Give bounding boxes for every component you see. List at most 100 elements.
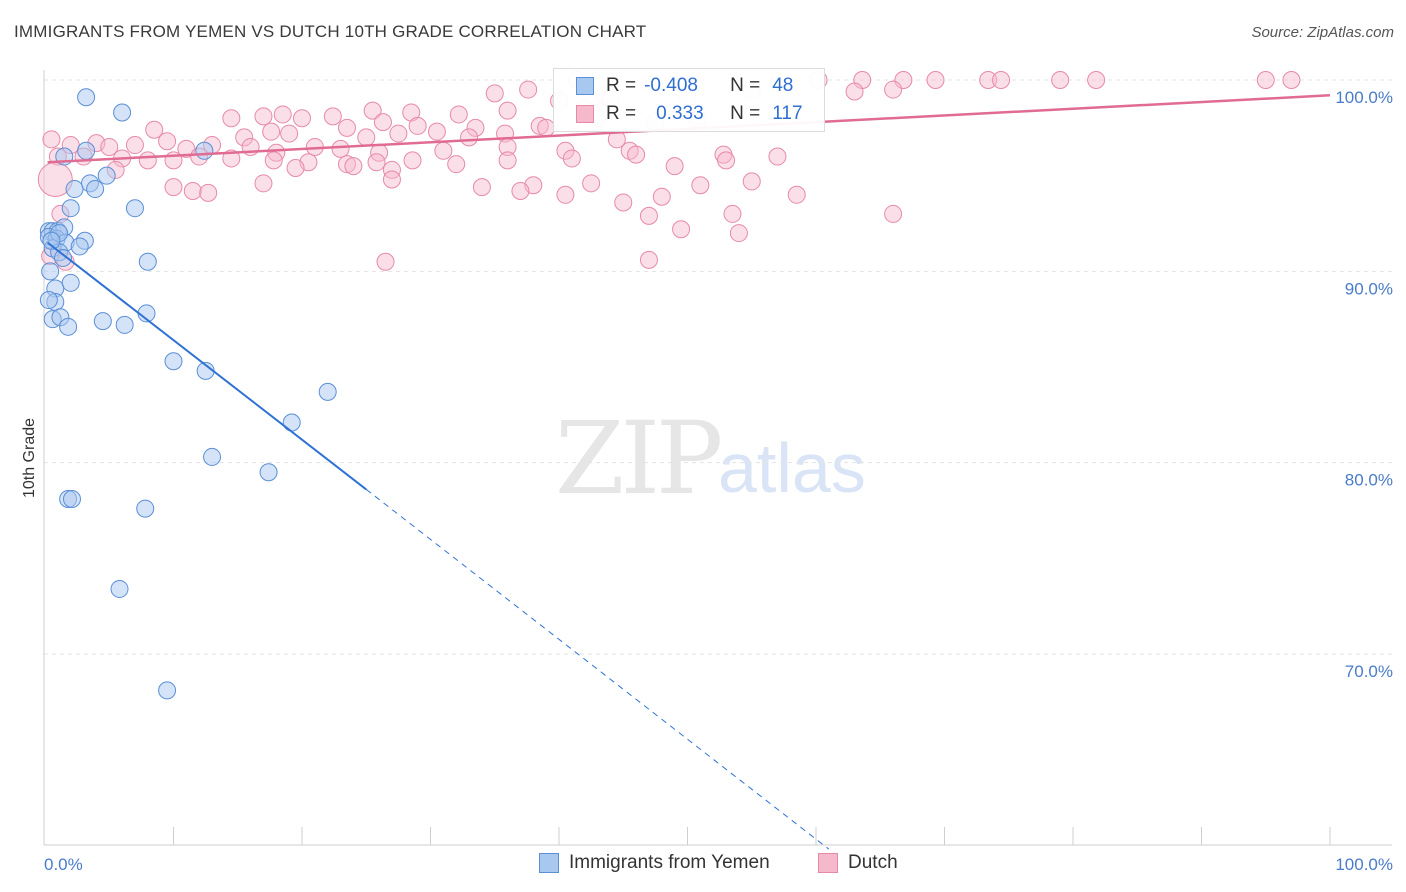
yemen-point <box>138 252 157 271</box>
yemen-point <box>259 463 278 482</box>
yemen-point <box>113 103 132 122</box>
yemen-point <box>97 166 116 185</box>
dutch-point <box>389 124 408 143</box>
yemen-point <box>158 681 177 700</box>
dutch-point <box>337 118 356 137</box>
yemen-point <box>125 199 144 218</box>
dutch-point <box>498 101 517 120</box>
dutch-point <box>466 118 485 137</box>
bottom-legend-label-dutch: Dutch <box>848 852 898 873</box>
bottom-legend-yemen: Immigrants from Yemen <box>539 852 770 874</box>
dutch-point <box>845 82 864 101</box>
dutch-point <box>1282 71 1301 89</box>
dutch-point <box>222 109 241 128</box>
y-tick-label: 90.0% <box>1345 279 1393 298</box>
dutch-point <box>556 185 575 204</box>
yemen-point <box>110 579 129 598</box>
dutch-point <box>498 151 517 170</box>
dutch-point <box>1256 71 1275 89</box>
dutch-point <box>125 136 144 155</box>
dutch-point <box>742 172 761 191</box>
dutch-point <box>363 101 382 120</box>
dutch-point <box>530 116 549 135</box>
dutch-point <box>286 159 305 178</box>
yemen-point <box>86 180 105 199</box>
x-tick-label-start: 0.0% <box>44 855 83 874</box>
dutch-point <box>357 128 376 147</box>
y-tick-label: 70.0% <box>1345 662 1393 681</box>
dutch-point <box>556 141 575 160</box>
dutch-point <box>235 128 254 147</box>
yemen-point <box>318 382 337 401</box>
dutch-point <box>691 176 710 195</box>
dutch-point <box>367 153 386 172</box>
dutch-point <box>403 151 422 170</box>
yemen-points <box>39 88 337 700</box>
dutch-point <box>979 71 998 89</box>
dutch-point <box>582 174 601 193</box>
dutch-point <box>672 220 691 239</box>
watermark-zip: ZIP <box>555 400 723 517</box>
dutch-point <box>460 128 479 147</box>
watermark-atlas: atlas <box>718 429 866 507</box>
yemen-point <box>39 291 58 310</box>
legend-r-value: -0.408 <box>644 75 698 96</box>
dutch-point <box>926 71 945 89</box>
bottom-legend-dutch: Dutch <box>818 852 898 874</box>
yemen-point <box>59 317 78 336</box>
source-label: Source: ZipAtlas.com <box>1251 24 1394 41</box>
yemen-point <box>203 447 222 466</box>
yemen-point <box>115 315 134 334</box>
dutch-point <box>884 204 903 223</box>
legend-r-label: R = <box>606 75 637 96</box>
legend-swatch-blue <box>576 77 594 95</box>
dutch-point <box>42 130 61 149</box>
bottom-legend-label-yemen: Immigrants from Yemen <box>569 852 770 873</box>
dutch-point <box>717 151 736 170</box>
y-tick-label: 100.0% <box>1335 88 1393 107</box>
yemen-point <box>61 199 80 218</box>
dutch-point <box>376 252 395 271</box>
dutch-point <box>373 113 392 132</box>
bottom-legend-swatch-pink <box>818 853 838 873</box>
dutch-point <box>158 132 177 151</box>
y-tick-label: 80.0% <box>1345 471 1393 490</box>
yemen-point <box>164 352 183 371</box>
yemen-point <box>136 499 155 518</box>
chart-title: IMMIGRANTS FROM YEMEN VS DUTCH 10TH GRAD… <box>14 22 647 41</box>
grid-lines <box>44 79 1392 655</box>
legend-n-value: 48 <box>772 75 794 96</box>
dutch-point <box>787 185 806 204</box>
legend-r-value: 0.333 <box>656 103 704 124</box>
dutch-point <box>639 250 658 269</box>
x-tick-labels: 0.0% 100.0% <box>44 855 1393 874</box>
bottom-legend: Immigrants from Yemen Dutch <box>0 852 1406 878</box>
yemen-point <box>41 262 60 281</box>
dutch-point <box>434 141 453 160</box>
dutch-point <box>614 193 633 212</box>
dutch-point <box>331 139 350 158</box>
dutch-point <box>472 178 491 197</box>
legend-row-yemen: R = -0.408 N = 48 <box>554 73 793 99</box>
dutch-point <box>884 80 903 99</box>
dutch-point <box>447 155 466 174</box>
yemen-trend-extension <box>365 489 830 850</box>
yemen-point <box>93 312 112 331</box>
dutch-point <box>992 71 1011 89</box>
yemen-trend-line <box>46 241 367 491</box>
dutch-point <box>337 155 356 174</box>
dutch-point <box>254 174 273 193</box>
legend-box: R = -0.408 N = 48 R = 0.333 N = 117 <box>553 68 825 132</box>
dutch-point <box>449 105 468 124</box>
dutch-point <box>344 157 363 176</box>
legend-n-label: N = <box>730 103 761 124</box>
yemen-point <box>53 248 72 267</box>
dutch-point <box>511 181 530 200</box>
dutch-point <box>254 107 273 126</box>
dutch-point <box>183 181 202 200</box>
y-axis-label: 10th Grade <box>21 418 38 498</box>
dutch-point <box>1051 71 1070 89</box>
y-tick-labels: 100.0% 90.0% 80.0% 70.0% <box>1335 88 1393 681</box>
yemen-point <box>62 490 81 509</box>
